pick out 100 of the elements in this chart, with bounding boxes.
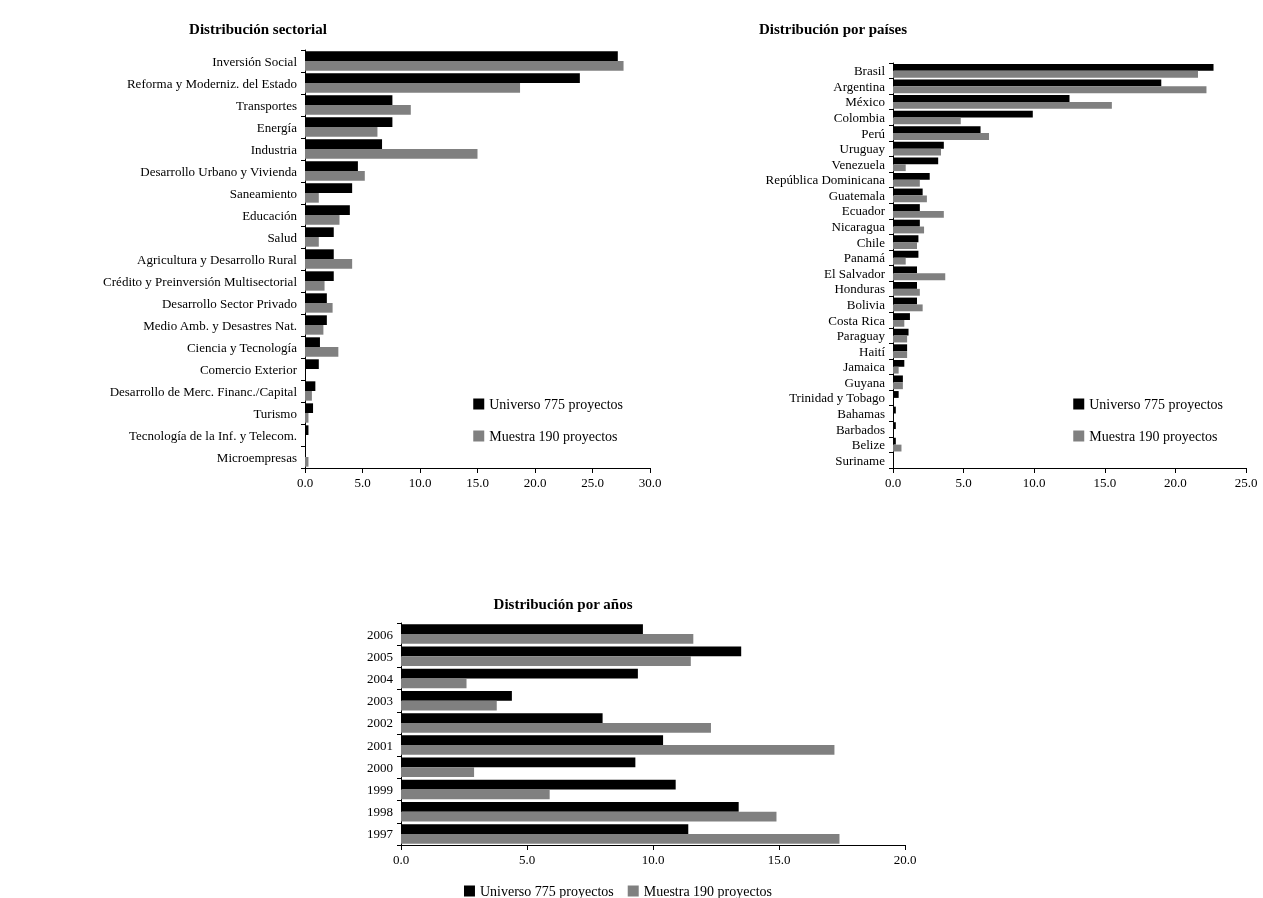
chart-title: Distribución por países: [758, 20, 908, 37]
x-tick-label: 20.0: [893, 852, 917, 867]
y-tick-label: Bolivia: [846, 296, 886, 312]
y-tick-label: Educación: [242, 207, 298, 223]
bar: [893, 351, 908, 359]
y-tick-label: Perú: [861, 125, 886, 141]
bar: [305, 83, 521, 93]
y-tick-label: El Salvador: [823, 265, 886, 281]
x-tick-label: 0.0: [392, 852, 410, 867]
legend-label: Muestra 190 proyectos: [1089, 428, 1218, 444]
bar: [401, 634, 694, 644]
bar: [305, 149, 478, 159]
bar: [893, 382, 903, 390]
y-tick-label: Nicaragua: [831, 219, 886, 235]
y-tick-label: 2001: [367, 737, 393, 753]
bar: [305, 237, 319, 247]
y-tick-label: Honduras: [834, 281, 885, 297]
y-tick-label: Panamá: [843, 250, 886, 266]
y-tick-label: Guyana: [844, 374, 886, 390]
bar: [305, 325, 324, 335]
y-tick-label: Costa Rica: [828, 312, 886, 328]
y-tick-label: Guatemala: [828, 187, 886, 203]
bar: [893, 320, 905, 327]
x-tick-label: 5.0: [955, 475, 972, 490]
bar: [893, 148, 942, 156]
y-tick-label: 2005: [367, 648, 393, 664]
y-tick-label: 1997: [367, 826, 394, 842]
y-tick-label: Uruguay: [839, 141, 886, 157]
y-tick-label: Desarrollo de Merc. Financ./Capital: [109, 383, 298, 399]
y-tick-label: Crédito y Preinversión Multisectorial: [103, 273, 298, 289]
bar: [401, 767, 475, 778]
bar: [401, 745, 835, 755]
bar: [893, 242, 917, 249]
y-tick-label: Suriname: [835, 452, 886, 468]
bar: [305, 413, 309, 423]
bar: [305, 171, 365, 181]
bar: [305, 391, 312, 401]
y-tick-label: República Dominicana: [765, 172, 886, 188]
bar: [401, 700, 497, 711]
legend-label: Universo 775 proyectos: [1089, 396, 1224, 412]
y-tick-label: 2006: [367, 626, 394, 642]
bar: [893, 101, 1112, 109]
bar: [893, 179, 920, 187]
y-tick-label: Brasil: [853, 63, 886, 79]
x-tick-label: 30.0: [638, 475, 662, 490]
y-tick-label: Haití: [859, 343, 886, 359]
y-tick-label: Industria: [250, 141, 298, 157]
bar: [893, 70, 1198, 78]
bar: [893, 304, 923, 312]
y-tick-label: Desarrollo Sector Privado: [161, 295, 297, 311]
y-tick-label: Inversión Social: [212, 53, 298, 69]
bar: [893, 210, 944, 218]
x-tick-label: 0.0: [884, 475, 902, 490]
y-tick-label: Ecuador: [841, 203, 886, 219]
y-tick-label: 2004: [367, 671, 394, 686]
bar: [305, 259, 353, 269]
chart-title: Distribución sectorial: [189, 20, 327, 37]
bar: [893, 288, 920, 296]
x-tick-label: 20.0: [1164, 475, 1187, 490]
bar: [893, 273, 946, 281]
y-tick-label: Desarrollo Urbano y Vivienda: [140, 163, 298, 179]
x-tick-label: 10.0: [408, 475, 432, 490]
y-tick-label: Belize: [851, 437, 886, 453]
x-tick-label: 25.0: [1234, 475, 1258, 490]
legend-label: Muestra 190 proyectos: [643, 883, 773, 898]
y-tick-label: Paraguay: [836, 328, 886, 344]
bar: [893, 86, 1207, 94]
y-tick-label: 1999: [367, 782, 393, 797]
y-tick-label: Salud: [267, 229, 298, 245]
y-tick-label: 1998: [367, 804, 393, 820]
y-tick-label: México: [845, 94, 885, 110]
bar: [305, 61, 624, 71]
chart-title: Distribución por años: [493, 595, 633, 612]
bar: [401, 656, 691, 667]
x-tick-label: 15.0: [767, 852, 791, 867]
x-tick-label: 25.0: [581, 475, 604, 490]
y-tick-label: Saneamiento: [229, 185, 297, 201]
bar: [305, 215, 340, 225]
y-tick-label: Argentina: [833, 78, 886, 94]
bar: [305, 105, 411, 115]
bar: [305, 303, 333, 313]
y-tick-label: Barbados: [835, 421, 885, 437]
y-tick-label: Tecnología de la Inf. y Telecom.: [129, 427, 297, 443]
bar: [893, 195, 927, 203]
x-tick-label: 5.0: [518, 852, 536, 867]
y-tick-label: Agricultura y Desarrollo Rural: [137, 251, 298, 267]
bar: [893, 164, 906, 172]
x-tick-label: 15.0: [1093, 475, 1117, 490]
bar: [305, 347, 339, 357]
bar: [893, 257, 906, 265]
legend-label: Muestra 190 proyectos: [489, 428, 618, 444]
x-tick-label: 5.0: [354, 475, 371, 490]
y-tick-label: Energía: [256, 119, 298, 135]
bar: [893, 133, 990, 140]
y-tick-label: 2003: [367, 693, 393, 709]
bar: [401, 833, 840, 844]
y-tick-label: 2000: [367, 759, 393, 775]
y-tick-label: Jamaica: [843, 359, 886, 375]
y-tick-label: Microempresas: [216, 449, 297, 465]
bar: [305, 127, 378, 137]
